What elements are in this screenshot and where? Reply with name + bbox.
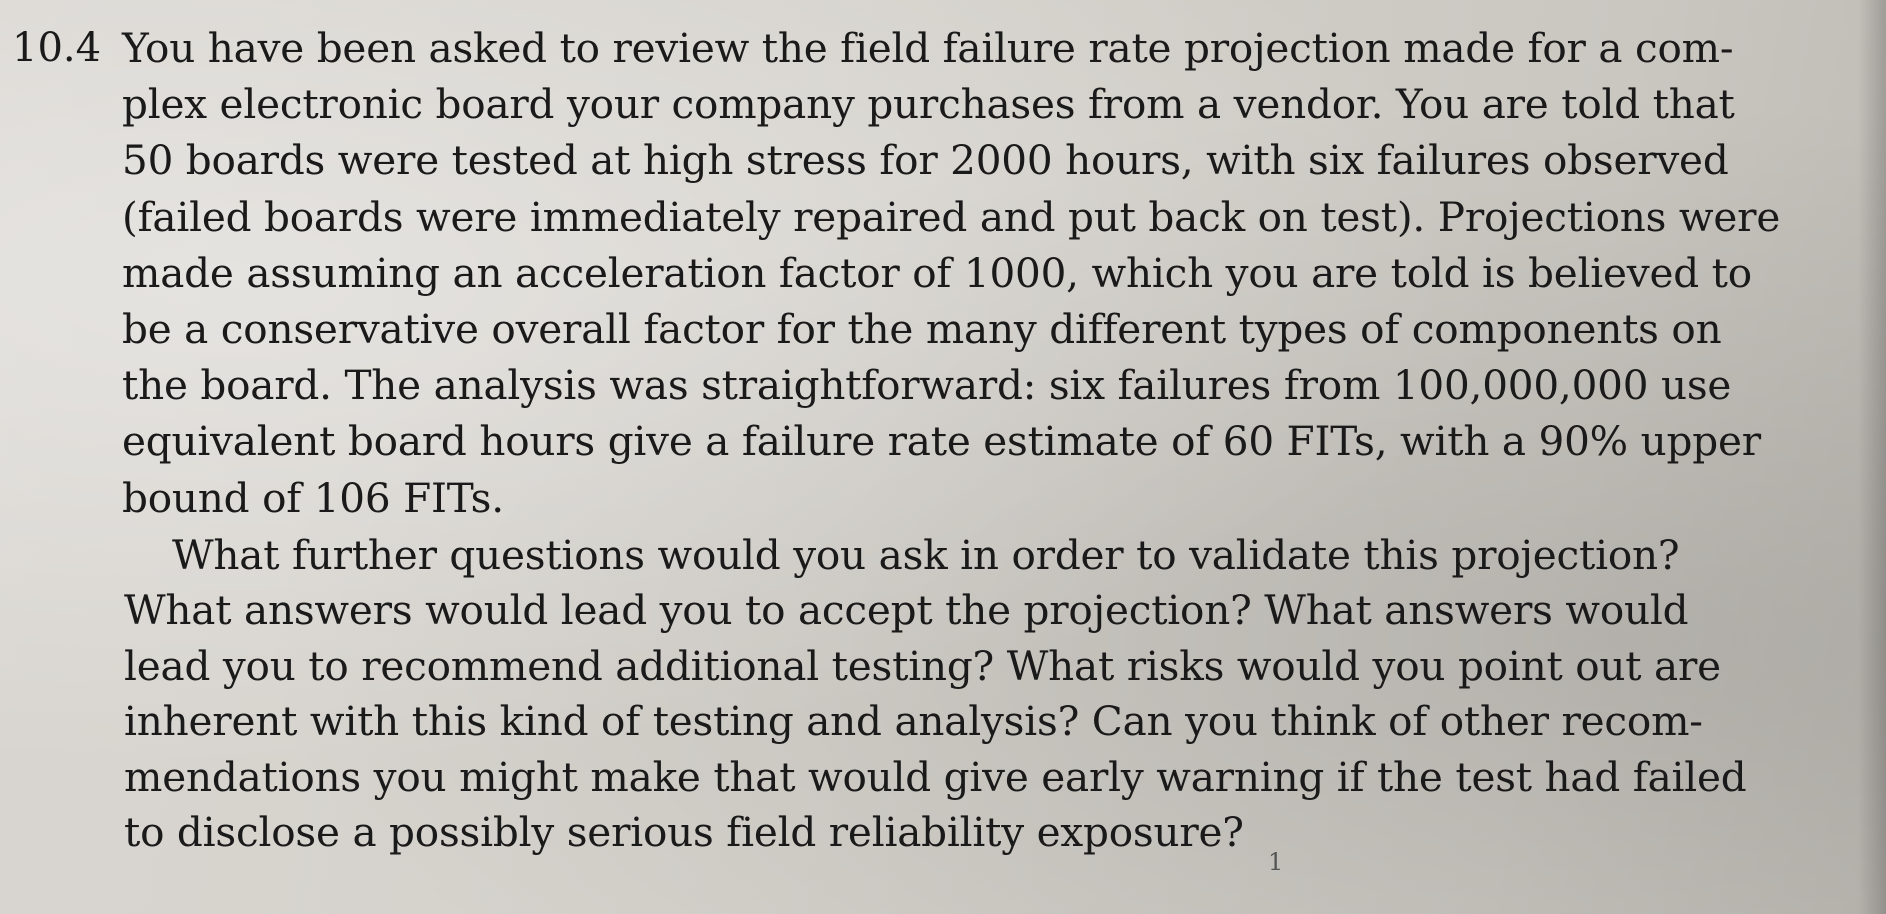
exercise-number: 10.4 bbox=[12, 25, 102, 71]
exercise-statement: You have been asked to review the field … bbox=[122, 20, 1781, 526]
text-line: to disclose a possibly serious field rel… bbox=[124, 808, 1244, 857]
text-line: be a conservative overall factor for the… bbox=[122, 305, 1722, 354]
text-line: (failed boards were immediately repaired… bbox=[122, 192, 1781, 241]
text-line: equivalent board hours give a failure ra… bbox=[122, 417, 1761, 466]
text-line: the board. The analysis was straightforw… bbox=[122, 361, 1732, 410]
text-line: plex electronic board your company purch… bbox=[122, 80, 1735, 129]
text-line: 50 boards were tested at high stress for… bbox=[122, 136, 1729, 185]
page-edge-shadow bbox=[1858, 0, 1886, 914]
text-line: mendations you might make that would giv… bbox=[124, 752, 1747, 801]
exercise-10-4: 10.4 You have been asked to review the f… bbox=[12, 20, 1781, 861]
pencil-mark: 1 bbox=[1268, 848, 1284, 876]
exercise-paragraph-1: 10.4 You have been asked to review the f… bbox=[12, 20, 1781, 526]
text-line: You have been asked to review the field … bbox=[122, 24, 1734, 72]
text-line: What further questions would you ask in … bbox=[172, 530, 1680, 579]
text-line: lead you to recommend additional testing… bbox=[124, 641, 1721, 690]
text-line: bound of 106 FITs. bbox=[122, 473, 504, 522]
text-line: inherent with this kind of testing and a… bbox=[124, 697, 1703, 746]
text-line: What answers would lead you to accept th… bbox=[124, 586, 1689, 635]
text-line: made assuming an acceleration factor of … bbox=[122, 248, 1752, 297]
exercise-questions: What further questions would you ask in … bbox=[124, 528, 1764, 861]
